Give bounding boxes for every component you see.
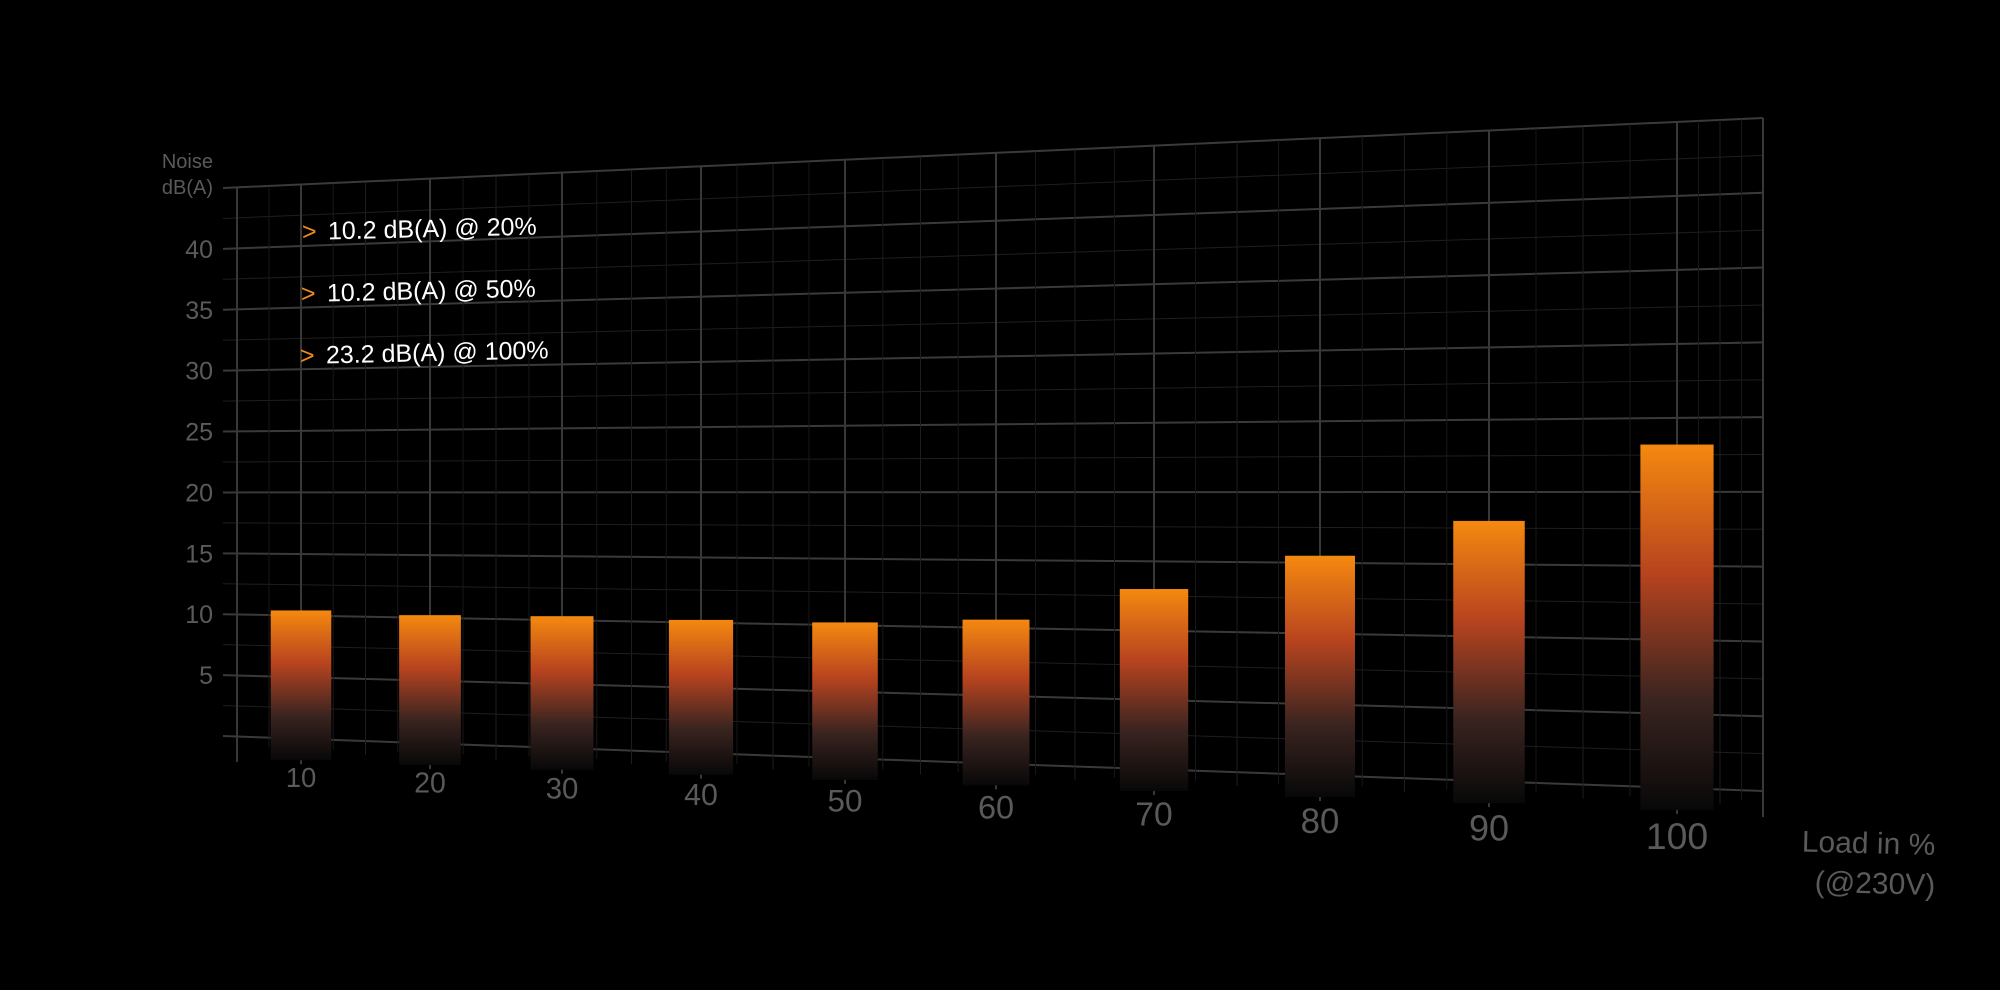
x-tick-label: 100 <box>1646 815 1708 857</box>
x-tick-label: 30 <box>546 773 579 806</box>
annotation-marker: > <box>301 280 316 308</box>
gridline-minor <box>222 583 1764 605</box>
gridline-minor <box>222 229 1764 280</box>
x-tick-label: 10 <box>286 762 317 793</box>
y-tick-label: 10 <box>185 601 213 629</box>
x-axis-label-line1: Load in % <box>1801 826 1935 862</box>
gridline-minor <box>222 304 1764 341</box>
bar-90 <box>1453 520 1525 804</box>
bar-60 <box>962 619 1030 786</box>
bar-10 <box>270 610 332 761</box>
y-axis-label-line2: dB(A) <box>162 177 213 199</box>
y-tick-labels: 5 10 15 20 25 30 35 40 <box>185 236 213 690</box>
x-tick-label: 90 <box>1469 808 1509 849</box>
y-axis-label-line1: Noise <box>162 151 213 173</box>
annotation-text: 10.2 dB(A) @ 50% <box>327 275 536 308</box>
gridline-major <box>222 416 1764 433</box>
bar-100 <box>1640 444 1714 810</box>
gridline-major <box>222 117 1764 189</box>
gridline-major <box>222 266 1764 311</box>
annotation-3: > 23.2 dB(A) @ 100% <box>300 336 549 370</box>
gridline-minor <box>222 379 1764 402</box>
bar-50 <box>812 622 878 780</box>
gridline-minor <box>222 154 1764 219</box>
gridline-major <box>222 490 1764 494</box>
y-tick-label: 5 <box>199 662 213 690</box>
bar-20 <box>399 615 461 765</box>
x-tick-label: 50 <box>828 783 863 818</box>
bar-30 <box>530 616 594 770</box>
gridline-major <box>222 552 1764 568</box>
annotation-marker: > <box>300 342 315 370</box>
gridline-minor <box>222 454 1764 463</box>
bars <box>270 444 1714 810</box>
bar-70 <box>1119 589 1189 792</box>
y-tick-label: 40 <box>185 236 213 264</box>
bar-80 <box>1285 555 1355 798</box>
annotation-text: 23.2 dB(A) @ 100% <box>326 336 549 369</box>
x-tick-label: 70 <box>1135 796 1172 833</box>
y-tick-label: 25 <box>185 419 213 447</box>
y-tick-label: 30 <box>185 358 213 386</box>
gridline-major <box>222 341 1764 372</box>
y-tick-label: 20 <box>185 479 213 507</box>
gridline-major <box>222 191 1764 250</box>
annotation-1: > 10.2 dB(A) @ 20% <box>302 213 537 246</box>
gridline-minor <box>222 522 1764 530</box>
x-tick-label: 40 <box>684 779 718 812</box>
x-tick-labels: 10 20 30 40 50 60 70 80 90 100 <box>286 762 1708 857</box>
annotation-2: > 10.2 dB(A) @ 50% <box>301 275 536 308</box>
annotation-text: 10.2 dB(A) @ 20% <box>328 213 537 246</box>
x-tick-label: 60 <box>978 789 1014 825</box>
x-tick-label: 20 <box>414 768 446 800</box>
y-tick-label: 15 <box>185 540 213 568</box>
x-axis-label-line2: (@230V) <box>1814 866 1935 902</box>
bar-40 <box>668 619 734 775</box>
y-tick-label: 35 <box>185 297 213 325</box>
annotation-marker: > <box>302 218 317 246</box>
x-tick-label: 80 <box>1301 802 1340 841</box>
